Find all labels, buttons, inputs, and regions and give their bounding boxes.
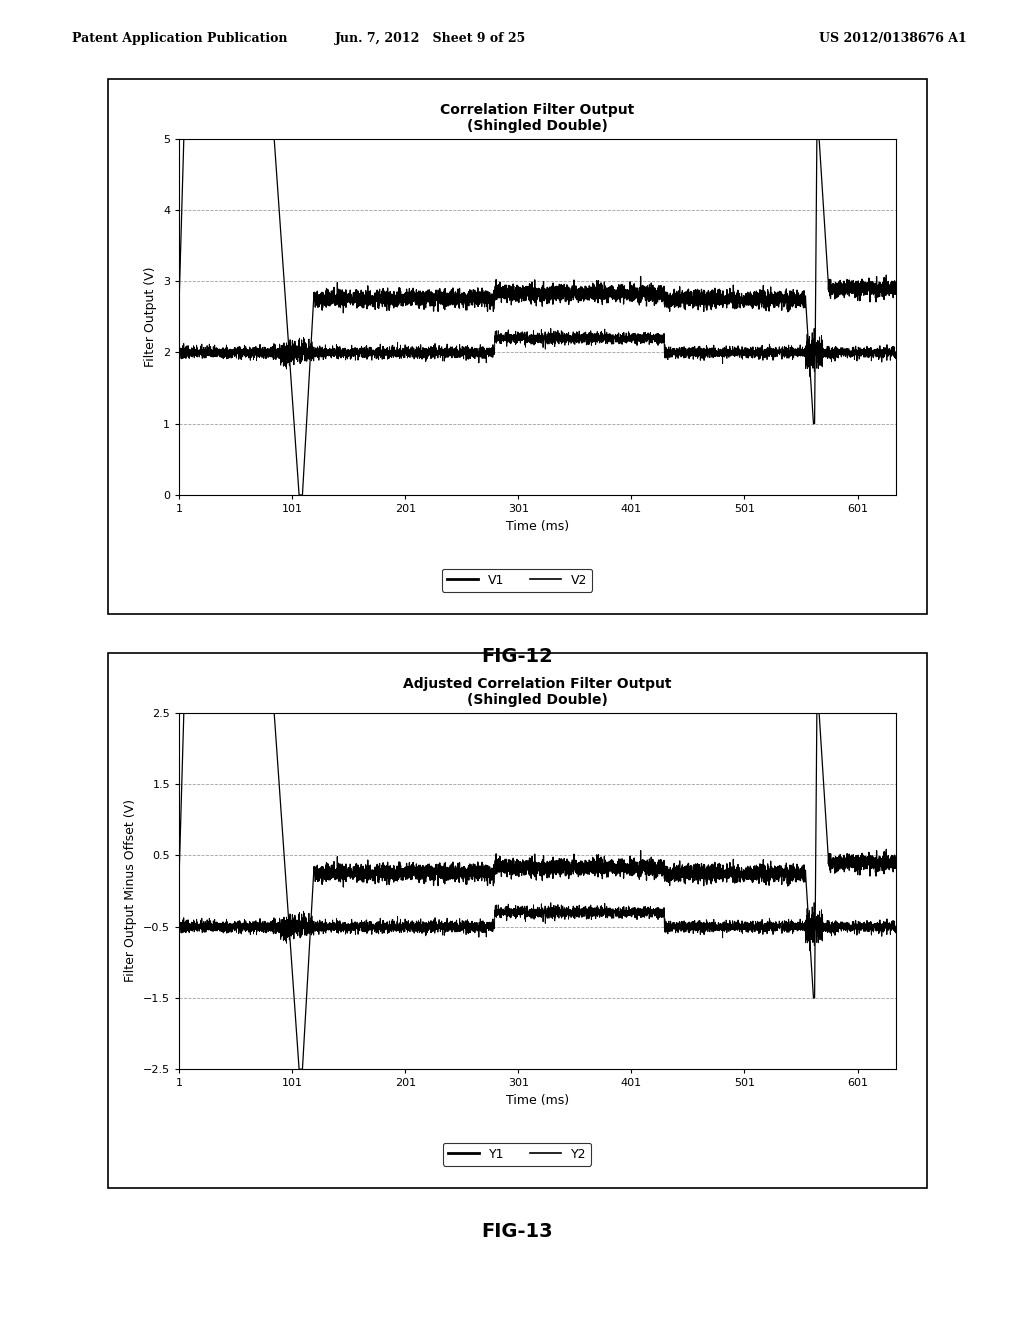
X-axis label: Time (ms): Time (ms) — [506, 520, 569, 532]
Text: US 2012/0138676 A1: US 2012/0138676 A1 — [819, 32, 967, 45]
Text: FIG-12: FIG-12 — [481, 647, 553, 665]
Text: FIG-13: FIG-13 — [481, 1222, 553, 1241]
Y-axis label: Filter Output (V): Filter Output (V) — [144, 267, 158, 367]
Legend: V1, V2: V1, V2 — [442, 569, 592, 591]
Y-axis label: Filter Output Minus Offset (V): Filter Output Minus Offset (V) — [125, 800, 137, 982]
Title: Adjusted Correlation Filter Output
(Shingled Double): Adjusted Correlation Filter Output (Shin… — [403, 677, 672, 708]
X-axis label: Time (ms): Time (ms) — [506, 1094, 569, 1106]
Text: Patent Application Publication: Patent Application Publication — [72, 32, 287, 45]
Text: Jun. 7, 2012   Sheet 9 of 25: Jun. 7, 2012 Sheet 9 of 25 — [335, 32, 525, 45]
Title: Correlation Filter Output
(Shingled Double): Correlation Filter Output (Shingled Doub… — [440, 103, 635, 133]
Legend: Y1, Y2: Y1, Y2 — [442, 1143, 592, 1166]
